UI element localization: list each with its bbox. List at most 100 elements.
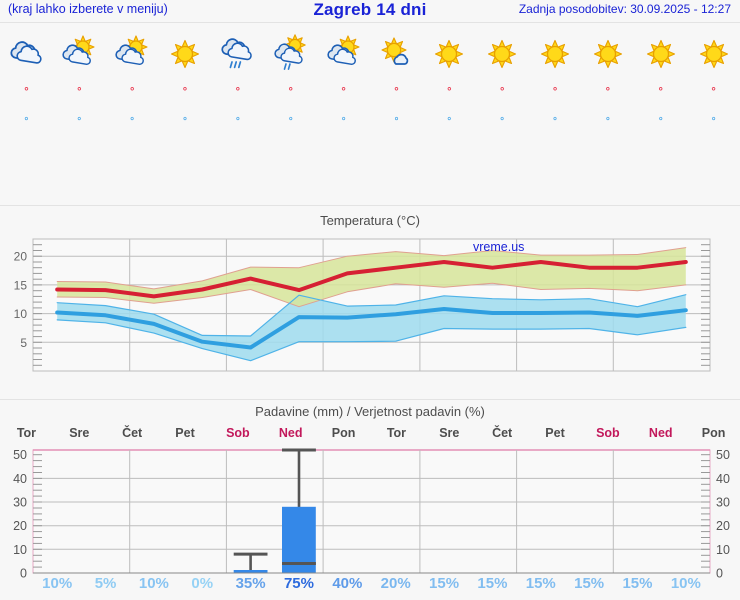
page-title: Zagreb 14 dni bbox=[313, 0, 427, 19]
degree-symbol: ° bbox=[394, 116, 399, 128]
temp-min: ° bbox=[712, 110, 716, 138]
day-column[interactable]: ° ° bbox=[211, 24, 264, 194]
svg-text:0: 0 bbox=[716, 567, 723, 581]
temp-min: ° bbox=[183, 110, 187, 138]
day-column[interactable]: ° ° bbox=[53, 24, 106, 194]
temperature-chart: Temperatura (°C) 5 10 15 20 vreme.us bbox=[0, 213, 740, 398]
sunny-icon bbox=[694, 33, 734, 75]
precip-day-label: Ned bbox=[278, 426, 303, 440]
sunny-icon bbox=[429, 33, 469, 75]
precip-day-label: Sob bbox=[596, 426, 620, 440]
precip-day-label: Tor bbox=[386, 426, 407, 440]
precip-probability: 20% bbox=[380, 575, 411, 592]
svg-text:20: 20 bbox=[716, 519, 730, 533]
precip-probability: 15% bbox=[574, 575, 605, 592]
svg-text:15: 15 bbox=[14, 278, 28, 292]
day-column[interactable]: ° ° bbox=[0, 24, 53, 194]
temp-min: ° bbox=[77, 110, 81, 138]
precip-probability: 10% bbox=[138, 575, 169, 592]
day-column[interactable]: ° ° bbox=[317, 24, 370, 194]
day-column[interactable]: ° ° bbox=[581, 24, 634, 194]
precip-day-label: Čet bbox=[492, 426, 513, 440]
precip-day-label: Pon bbox=[701, 426, 726, 440]
day-column[interactable]: ° ° bbox=[687, 24, 740, 194]
strip-divider bbox=[0, 205, 740, 206]
sun-rain-icon bbox=[271, 33, 311, 75]
menu-hint-text: (kraj lahko izberete v meniju) bbox=[8, 2, 168, 16]
degree-symbol: ° bbox=[447, 116, 452, 128]
degree-symbol: ° bbox=[24, 116, 29, 128]
precip-day-label: Pon bbox=[331, 426, 356, 440]
precip-day-label: Čet bbox=[122, 426, 143, 440]
degree-symbol: ° bbox=[711, 116, 716, 128]
header-divider bbox=[0, 22, 740, 23]
sunny-icon bbox=[588, 33, 628, 75]
temp-max: ° bbox=[289, 79, 293, 110]
precip-probability: 10% bbox=[670, 575, 701, 592]
day-column[interactable]: ° ° bbox=[476, 24, 529, 194]
precipitation-chart-title: Padavine (mm) / Verjetnost padavin (%) bbox=[255, 404, 485, 419]
partly-sunny-icon bbox=[59, 33, 99, 75]
svg-text:vreme.us: vreme.us bbox=[473, 240, 524, 254]
precip-probability: 15% bbox=[622, 575, 653, 592]
degree-symbol: ° bbox=[24, 86, 29, 98]
degree-symbol: ° bbox=[711, 86, 716, 98]
last-update-text: Zadnja posodobitev: 30.09.2025 - 12:27 bbox=[518, 2, 731, 16]
svg-text:0: 0 bbox=[20, 567, 27, 581]
partly-sunny-icon bbox=[324, 33, 364, 75]
svg-text:40: 40 bbox=[13, 472, 27, 486]
svg-text:10: 10 bbox=[13, 543, 27, 557]
temp-max: ° bbox=[500, 79, 504, 110]
degree-symbol: ° bbox=[658, 86, 663, 98]
precip-probability: 5% bbox=[94, 575, 117, 592]
svg-text:20: 20 bbox=[14, 250, 28, 264]
degree-symbol: ° bbox=[394, 86, 399, 98]
day-column[interactable]: ° ° bbox=[159, 24, 212, 194]
svg-text:30: 30 bbox=[13, 496, 27, 510]
day-column[interactable]: ° ° bbox=[106, 24, 159, 194]
temp-max: ° bbox=[130, 79, 134, 110]
precipitation-probability-row: 10% 5% 10% 0% 35% 75% 40% 20% 15% 15% 15% 15% 15% 10% bbox=[33, 574, 710, 596]
daily-forecast-strip: ° ° ° ° ° ° ° ° ° ° ° ° ° ° ° ° ° ° ° ° ° ° ° ° ° ° ° ° bbox=[0, 24, 740, 194]
precip-probability: 15% bbox=[477, 575, 508, 592]
svg-text:10: 10 bbox=[14, 307, 28, 321]
day-column[interactable]: ° ° bbox=[370, 24, 423, 194]
sunny-icon bbox=[641, 33, 681, 75]
precip-probability: 75% bbox=[283, 575, 314, 592]
temp-max: ° bbox=[394, 79, 398, 110]
svg-text:5: 5 bbox=[20, 336, 27, 350]
temp-min: ° bbox=[394, 110, 398, 138]
degree-symbol: ° bbox=[553, 116, 558, 128]
degree-symbol: ° bbox=[605, 86, 611, 98]
temperature-chart-title: Temperatura (°C) bbox=[320, 213, 420, 228]
day-column[interactable]: ° ° bbox=[529, 24, 582, 194]
degree-symbol: ° bbox=[288, 116, 293, 128]
degree-symbol: ° bbox=[341, 86, 346, 98]
day-column[interactable]: ° ° bbox=[264, 24, 317, 194]
degree-symbol: ° bbox=[605, 116, 610, 128]
precip-day-label: Pet bbox=[175, 426, 195, 440]
svg-text:10: 10 bbox=[716, 543, 730, 557]
degree-symbol: ° bbox=[235, 86, 241, 98]
svg-text:40: 40 bbox=[716, 472, 730, 486]
degree-symbol: ° bbox=[447, 86, 452, 98]
temp-min: ° bbox=[24, 110, 28, 138]
svg-text:50: 50 bbox=[13, 448, 27, 462]
degree-symbol: ° bbox=[129, 86, 135, 98]
precipitation-chart: Padavine (mm) / Verjetnost padavin (%) T… bbox=[0, 404, 740, 600]
temp-min: ° bbox=[659, 110, 663, 138]
day-column[interactable]: ° ° bbox=[634, 24, 687, 194]
degree-symbol: ° bbox=[77, 116, 82, 128]
degree-symbol: ° bbox=[288, 86, 293, 98]
degree-symbol: ° bbox=[235, 116, 240, 128]
temp-min: ° bbox=[130, 110, 134, 138]
rain-shower-icon bbox=[218, 33, 258, 75]
precip-probability: 0% bbox=[191, 575, 214, 592]
precip-probability: 40% bbox=[332, 575, 363, 592]
chart-divider bbox=[0, 399, 740, 400]
temp-min: ° bbox=[289, 110, 293, 138]
day-column[interactable]: ° ° bbox=[423, 24, 476, 194]
degree-symbol: ° bbox=[182, 86, 188, 98]
temp-max: ° bbox=[553, 79, 557, 110]
temp-min: ° bbox=[447, 110, 451, 138]
